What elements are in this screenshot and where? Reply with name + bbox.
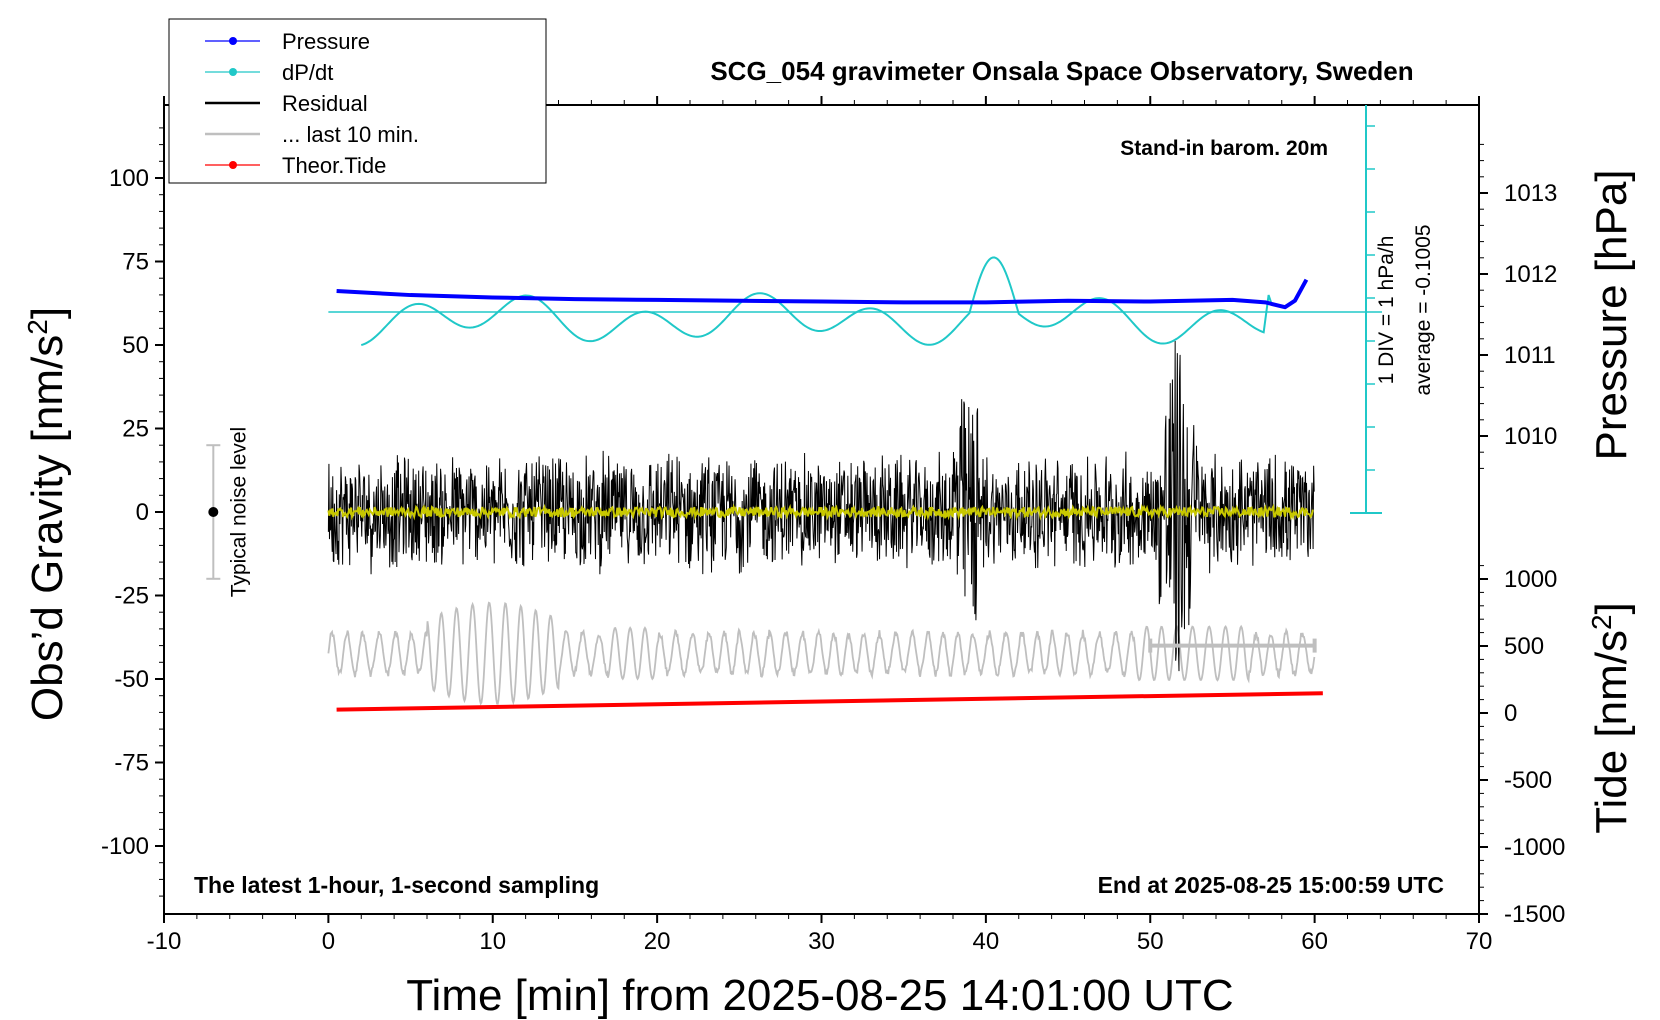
- y-left-tick-label: -75: [114, 750, 149, 777]
- y-tide-tick-label: -1000: [1504, 834, 1565, 861]
- legend-marker: [229, 161, 237, 169]
- y-axis-label-pressure: Pressure [hPa]: [1587, 169, 1636, 460]
- end-time-annotation: End at 2025-08-25 15:00:59 UTC: [1098, 872, 1444, 898]
- y-axis-label-left-text: Obs’d Gravity [nm/s: [23, 335, 72, 721]
- y-tide-tick-label: 0: [1504, 700, 1517, 727]
- y-axis-label-tide-sup: 2: [1586, 614, 1617, 630]
- y-axis-label-left: Obs’d Gravity [nm/s2]: [22, 307, 73, 721]
- series-residual: [327, 340, 1315, 672]
- y-left-tick-label: 75: [122, 249, 149, 276]
- y-left-tick-label: 100: [109, 165, 149, 192]
- y-pressure-tick-label: 1012: [1504, 261, 1557, 288]
- x-tick-label: 40: [973, 928, 1000, 955]
- x-tick-label: 30: [808, 928, 835, 955]
- y-pressure-tick-label: 1013: [1504, 180, 1557, 207]
- legend-marker: [229, 68, 237, 76]
- traces-layer: [327, 256, 1323, 712]
- y-left-tick-label: -100: [101, 833, 149, 860]
- y-left-tick-label: -50: [114, 666, 149, 693]
- x-tick-label: 0: [322, 928, 335, 955]
- legend-label: Residual: [282, 91, 368, 116]
- x-tick-label: 50: [1137, 928, 1164, 955]
- x-tick-label: 70: [1466, 928, 1493, 955]
- dpdt-scale-label: 1 DIV = 1 hPa/h: [1375, 236, 1398, 385]
- series-residual-filtered: [327, 503, 1314, 521]
- x-tick-label: 20: [644, 928, 671, 955]
- noise-level-label: Typical noise level: [227, 427, 250, 597]
- last-10-min-indicator: [1148, 638, 1317, 653]
- y-pressure-tick-label: 1011: [1504, 342, 1556, 369]
- y-tide-tick-label: -500: [1504, 767, 1552, 794]
- y-tide-tick-label: 1000: [1504, 566, 1557, 593]
- y-left-tick-label: 0: [136, 499, 149, 526]
- dpdt-scale-axis: [328, 105, 1382, 514]
- dpdt-average-label: average = -0.1005: [1412, 224, 1435, 395]
- y-tide-tick-label: -1500: [1504, 901, 1565, 928]
- noise-level-center-dot: [208, 507, 219, 517]
- x-tick-label: 60: [1301, 928, 1328, 955]
- legend-box: [168, 18, 547, 184]
- x-tick-label: 10: [479, 928, 506, 955]
- legend-marker: [229, 37, 237, 45]
- x-axis-label: Time [min] from 2025-08-25 14:01:00 UTC: [406, 971, 1233, 1020]
- series-pressure: [336, 278, 1309, 310]
- sampling-annotation: The latest 1-hour, 1-second sampling: [194, 872, 599, 898]
- barometer-annotation: Stand-in barom. 20m: [1120, 137, 1328, 160]
- y-left-tick-label: 50: [122, 332, 149, 359]
- series-dpdt: [360, 256, 1273, 346]
- axes-layer: -10 0 10 20 30 40 50 60 701007550250-25-50-75-10…: [101, 96, 1565, 955]
- y-left-tick-label: 25: [122, 416, 149, 443]
- legend-items: Pressure dP/dt Residual ... last 10 min. The…: [205, 29, 419, 178]
- legend: Pressure dP/dt Residual ... last 10 min. The…: [168, 18, 547, 184]
- y-axis-label-tide-text: Tide [nm/s: [1587, 630, 1636, 834]
- series-theoretical-tide: [336, 691, 1323, 712]
- noise-level-indicator: Typical noise level: [206, 427, 250, 597]
- series-last-10-min: [327, 601, 1316, 706]
- y-axis-label-left-sup: 2: [22, 319, 53, 335]
- y-axis-label-tide: Tide [nm/s2]: [1586, 602, 1637, 834]
- legend-label: Theor.Tide: [282, 153, 386, 178]
- y-axis-label-tide-end: ]: [1587, 602, 1636, 614]
- legend-label: Pressure: [282, 29, 370, 54]
- y-axis-label-left-end: ]: [23, 307, 72, 319]
- y-pressure-tick-label: 1010: [1504, 423, 1557, 450]
- legend-label: ... last 10 min.: [282, 122, 419, 147]
- legend-label: dP/dt: [282, 60, 333, 85]
- y-tide-tick-label: 500: [1504, 633, 1544, 660]
- x-tick-label: -10: [147, 928, 182, 955]
- y-left-tick-label: -25: [114, 583, 149, 610]
- chart-title: SCG_054 gravimeter Onsala Space Observat…: [710, 56, 1413, 86]
